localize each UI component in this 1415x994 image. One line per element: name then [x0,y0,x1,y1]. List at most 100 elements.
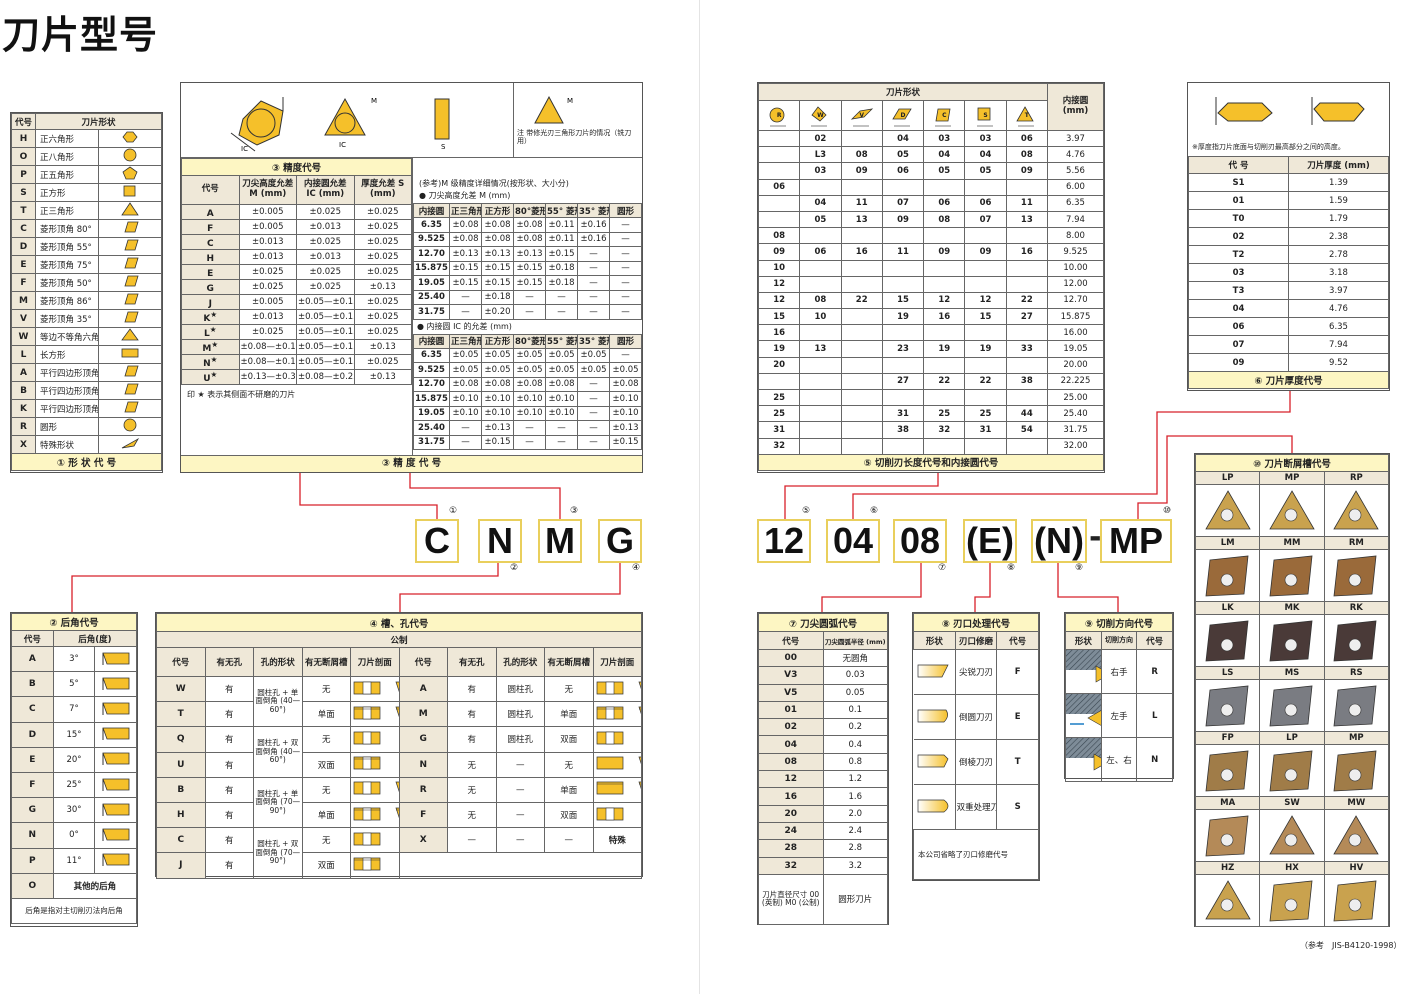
table-cell: ±0.15 [481,260,514,276]
table-cell: 15.875 [413,391,450,407]
table-cell: Q [156,726,206,753]
table-row: N 0° [11,822,137,849]
rhombus-80-icon [124,221,139,233]
table-cell: 04 [799,194,842,212]
table-cell: RM [1323,536,1390,550]
table-row: 03 3.18 [1188,263,1389,282]
table-cell: ±0.10 [513,391,546,407]
table-cell [799,372,842,391]
chipbreaker-insert-image [1333,685,1377,726]
special-icon [121,437,140,449]
table-cell: RP [1323,471,1390,485]
table-row: Q 有圆柱孔 + 双面倒角 (40—60°) 无 G 有圆柱孔 双面 [156,726,642,778]
table-cell: W [11,327,36,346]
shape-icon-cell [98,201,162,220]
table-cell: 09 [923,243,966,261]
insert-section-icon [353,706,399,720]
table-cell: R [1136,649,1173,694]
table-cell [881,227,925,245]
shape-t-icon [1016,106,1034,127]
table-cell: ±0.025 [238,279,297,295]
table-cell: 09 [881,210,925,229]
table-row: 倒棱刀刃 T [913,739,1039,785]
table-cell: 有 [447,675,497,703]
table-row: V5 0.05 [758,683,888,702]
table-cell: 03 [1188,263,1289,282]
table-row: 31.75— ±0.20— — — — [413,304,642,320]
shape-icon-cell [98,327,162,346]
table-row: 32 32.00 [757,437,1104,455]
table-cell [923,324,966,342]
table-cell: 正方形 [481,203,514,218]
table-cell: 13 [1005,210,1049,229]
table-cell: ±0.08 [609,376,642,392]
table-cell: ±0.08 [481,231,514,247]
table-cell: ±0.025 [353,264,412,280]
chipbreaker-image-cell [1323,614,1390,667]
table-cell: 有无断屑槽 [544,647,594,677]
table-cell: ±0.13 [481,246,514,262]
table-row: 15.875 ±0.10 ±0.10 ±0.10 ±0.10— ±0.10 [413,391,642,407]
table-cell: 19 [757,340,801,358]
hexagon-icon [122,131,138,143]
table-cell [757,372,801,391]
table-cell: 12 [758,770,824,789]
table-cell: 有 [447,701,497,728]
precision-diagrams: IC IC M S M 注 带修光刃三角形刀片的情况（铣刀用） [181,83,642,158]
table-cell: 刀片剖面 [350,647,400,677]
table-cell: ±0.11 [545,217,578,233]
table-row: 25.40— ±0.13— — — ±0.13 [413,420,642,436]
table-row: A 3° [11,645,137,673]
table-row: P 11° [11,847,137,874]
code-marker: ⑨ [1075,563,1084,573]
table-cell [799,178,842,196]
table-cell: E [11,746,54,773]
table-cell: 后角是指对主切削刃法向后角 [11,897,137,924]
clearance-angle-icon [102,803,130,816]
table-row: 19.05 ±0.10 ±0.10 ±0.10 ±0.10— ±0.10 [413,405,642,421]
table-cell: 倒棱刀刃 [954,739,998,785]
table-cell: 无 [301,726,351,753]
table-cell [923,178,966,196]
table-cell: 80°菱形 [513,333,546,349]
shape-header-cell: V [840,100,883,131]
table-cell: ±0.025 [353,249,412,265]
table-cell: 8.00 [1047,227,1104,245]
table-row: D 15° [11,721,137,748]
table-cell: 正方形 [35,183,99,202]
table-cell: ±0.005 [238,219,297,235]
table-cell: — [495,827,545,854]
table-cell: D [11,721,54,748]
table-cell: — [449,304,482,320]
table-row: 09 9.52 [1188,353,1389,372]
table-cell: 代号 [11,630,54,647]
table-cell: V3 [758,666,824,685]
rectangle-icon [121,348,139,358]
table-row: W等边不等角六角形 [11,327,162,346]
table-row: F 菱形顶角 50° [11,273,162,292]
table-cell [840,356,883,374]
table-cell: 无 [544,675,594,703]
chipbreaker-insert-image [1333,555,1377,596]
table-cell: — [545,434,578,450]
table-cell: — [577,304,610,320]
table-cell: 12.70 [1047,291,1104,310]
table-cell [757,194,801,212]
table-cell: 0.03 [822,666,888,685]
table-cell: RS [1323,666,1390,680]
table-cell: 双面 [301,852,351,879]
chipbreaker-image-cell [1323,744,1390,797]
table-cell: ±0.13 [353,279,412,295]
table-cell: A [11,645,54,673]
table-row: 25 25.00 [757,388,1104,407]
table-row: 04 11 07 06 06 11 6.35 [757,194,1104,212]
table-row: U★ ±0.13—±0.38 ±0.08—±0.25 ±0.13 [181,369,412,385]
table-cell: E [996,694,1039,740]
table-cell: MK [1259,601,1325,615]
edge-shape-cell [913,649,956,695]
table-cell: ±0.18 [545,275,578,291]
table-cell [923,388,966,407]
table-row: T0 1.79 [1188,209,1389,228]
table-cell: LP [1259,731,1325,745]
table-cell: ±0.08—±0.18 [238,354,297,370]
